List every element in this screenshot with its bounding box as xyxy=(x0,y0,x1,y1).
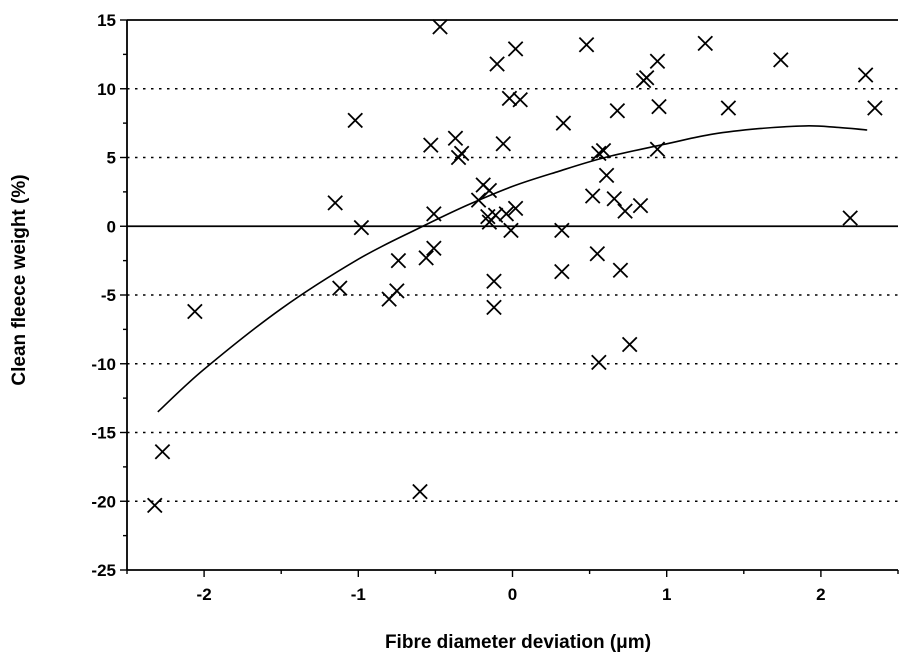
data-point xyxy=(554,263,570,280)
data-point xyxy=(621,336,638,353)
data-point xyxy=(554,222,570,239)
data-point xyxy=(507,200,524,217)
data-point xyxy=(651,98,667,115)
axes xyxy=(120,19,899,577)
data-point xyxy=(606,190,623,207)
x-axis-title: Fibre diameter deviation (μm) xyxy=(385,632,651,653)
y-tick-label: 0 xyxy=(107,217,116,236)
y-tick-label: -5 xyxy=(101,286,116,305)
data-point xyxy=(649,53,666,70)
y-tick-label: 10 xyxy=(97,80,116,99)
data-point xyxy=(498,206,515,222)
data-point xyxy=(486,299,502,316)
data-point xyxy=(418,250,434,266)
data-point xyxy=(447,130,464,147)
data-point xyxy=(481,182,498,199)
data-point xyxy=(486,273,502,290)
data-point xyxy=(589,245,606,262)
data-point xyxy=(347,112,363,129)
x-tick-label: 1 xyxy=(662,585,671,604)
data-point xyxy=(412,483,428,500)
data-point xyxy=(495,135,512,152)
y-tick-label: -25 xyxy=(91,561,116,580)
data-point xyxy=(389,283,405,299)
data-point xyxy=(595,142,612,159)
data-points xyxy=(146,19,883,514)
x-tick-label: -1 xyxy=(351,585,366,604)
data-point xyxy=(609,102,626,119)
x-tick-label: -2 xyxy=(197,585,212,604)
x-tick-label: 0 xyxy=(508,585,517,604)
data-point xyxy=(353,219,370,236)
data-point xyxy=(591,354,607,371)
y-tick-label: 15 xyxy=(97,11,116,30)
data-point xyxy=(598,167,615,184)
data-point xyxy=(503,222,519,239)
data-point xyxy=(867,100,883,116)
y-tick-label: 5 xyxy=(107,149,116,168)
data-point xyxy=(617,203,633,219)
data-point xyxy=(423,137,439,153)
y-tick-label: -15 xyxy=(91,424,116,443)
y-axis-title: Clean fleece weight (%) xyxy=(9,174,30,385)
data-point xyxy=(697,35,714,52)
data-point xyxy=(773,52,789,68)
data-point xyxy=(649,141,666,158)
x-tick-label: 2 xyxy=(816,585,825,604)
data-point xyxy=(426,240,442,257)
data-point xyxy=(489,56,505,72)
data-point xyxy=(327,195,343,211)
data-point xyxy=(591,145,607,162)
data-point xyxy=(632,197,649,214)
data-point xyxy=(584,188,601,204)
data-point xyxy=(857,67,874,83)
fitted-curve xyxy=(157,125,868,413)
data-point xyxy=(154,443,171,460)
data-point xyxy=(612,262,629,279)
y-tick-label: -10 xyxy=(91,355,116,374)
data-point xyxy=(720,100,737,116)
data-point xyxy=(512,91,528,108)
data-point xyxy=(507,41,524,57)
data-point xyxy=(187,303,203,320)
grid-layer xyxy=(127,87,898,503)
data-point xyxy=(842,210,858,226)
data-point xyxy=(332,280,348,296)
data-point xyxy=(146,497,163,514)
fitted-curve-layer xyxy=(157,125,868,413)
data-point xyxy=(555,115,572,131)
data-point xyxy=(453,145,470,162)
data-point xyxy=(432,19,448,35)
data-point xyxy=(390,252,407,269)
data-point xyxy=(638,69,655,86)
data-point xyxy=(578,36,595,53)
y-tick-label: -20 xyxy=(91,492,116,511)
data-point xyxy=(426,206,442,222)
